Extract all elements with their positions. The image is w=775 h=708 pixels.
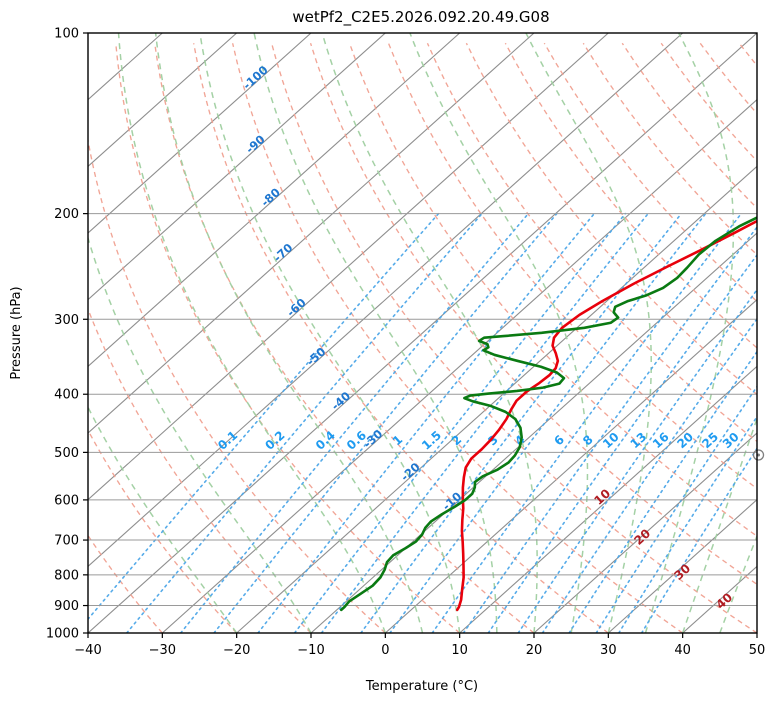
y-tick-label: 600 xyxy=(54,493,79,508)
y-tick-label: 1000 xyxy=(46,627,79,642)
x-axis-ticks: −40 −30 −20 −10 0 10 20 30 40 50 xyxy=(74,633,765,658)
y-tick-label: 400 xyxy=(54,388,79,403)
y-tick-label: 700 xyxy=(54,534,79,549)
y-tick-label: 300 xyxy=(54,313,79,328)
plot-markers xyxy=(752,449,765,461)
sounding-profiles xyxy=(339,216,757,612)
y-tick-label: 900 xyxy=(54,599,79,614)
y-tick-label: 200 xyxy=(54,207,79,222)
lcl-marker xyxy=(752,449,765,461)
x-tick-label: 30 xyxy=(600,643,617,658)
x-tick-label: −10 xyxy=(297,643,324,658)
y-tick-label: 100 xyxy=(54,27,79,42)
x-tick-label: −30 xyxy=(149,643,176,658)
x-tick-label: −40 xyxy=(74,643,101,658)
y-tick-label: 500 xyxy=(54,446,79,461)
chart-title: wetPf2_C2E5.2026.092.20.49.G08 xyxy=(292,8,549,27)
series-dewpoint-line xyxy=(339,216,757,612)
y-axis-ticks: 100 200 300 400 500 600 700 800 900 1000 xyxy=(46,27,88,642)
y-tick-label: 800 xyxy=(54,568,79,583)
x-tick-label: 0 xyxy=(381,643,389,658)
background-gridlines xyxy=(88,33,757,633)
plot-frame xyxy=(87,32,758,634)
series-temperature-line xyxy=(455,219,757,612)
x-axis-label: Temperature (°C) xyxy=(365,679,478,694)
x-tick-label: 10 xyxy=(451,643,468,658)
x-tick-label: −20 xyxy=(223,643,250,658)
x-tick-label: 50 xyxy=(749,643,766,658)
x-tick-label: 40 xyxy=(674,643,691,658)
y-axis-label: Pressure (hPa) xyxy=(9,286,24,379)
x-tick-label: 20 xyxy=(526,643,543,658)
